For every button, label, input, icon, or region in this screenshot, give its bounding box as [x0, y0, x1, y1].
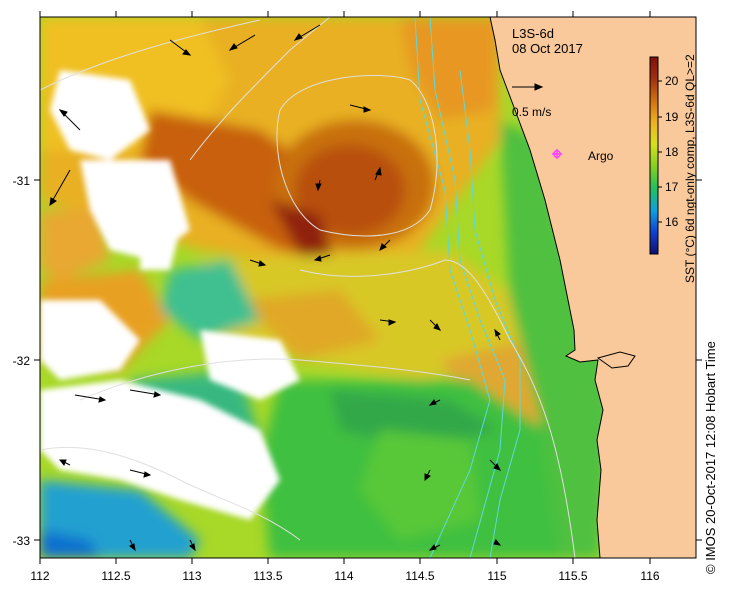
colorbar-tick-label: 18 — [665, 145, 679, 159]
x-tick-label: 115.5 — [558, 569, 587, 583]
colorbar-tick-label: 19 — [665, 110, 679, 124]
current-vectors — [49, 24, 502, 552]
x-tick-label: 114 — [334, 569, 353, 583]
y-tick-label: -33 — [13, 534, 31, 548]
colorbar-tick-label: 17 — [665, 180, 679, 194]
date-label: 08 Oct 2017 — [512, 41, 583, 56]
colorbar: 16 17 18 19 20 SST (°C) 6d ngt-only comp… — [649, 54, 697, 283]
imos-credit: © IMOS 20-Oct-2017 12:08 Hobart Time — [703, 341, 718, 574]
y-tick-label: -31 — [13, 174, 31, 188]
x-tick-label: 113 — [182, 569, 201, 583]
argo-marker — [552, 149, 562, 159]
colorbar-tick-label: 16 — [665, 215, 679, 229]
scale-arrow — [512, 83, 544, 91]
sst-contours — [40, 17, 576, 558]
land — [489, 17, 696, 558]
colorbar-title: SST (°C) 6d ngt-only comp, L3S-6d QL>=2 — [683, 54, 697, 283]
y-tick-label: -32 — [13, 354, 31, 368]
isobaths — [414, 17, 521, 558]
x-tick-label: 112.5 — [101, 569, 130, 583]
colorbar-tick-label: 20 — [665, 74, 679, 88]
x-tick-label: 115 — [487, 569, 506, 583]
scale-label: 0.5 m/s — [512, 105, 551, 119]
x-tick-label: 116 — [640, 569, 659, 583]
x-tick-label: 113.5 — [253, 569, 282, 583]
plot-frame — [39, 16, 697, 559]
x-tick-label: 112 — [30, 569, 49, 583]
product-label: L3S-6d — [512, 26, 554, 41]
x-tick-label: 114.5 — [405, 569, 434, 583]
sst-field — [40, 17, 696, 558]
argo-label: Argo — [588, 149, 614, 163]
